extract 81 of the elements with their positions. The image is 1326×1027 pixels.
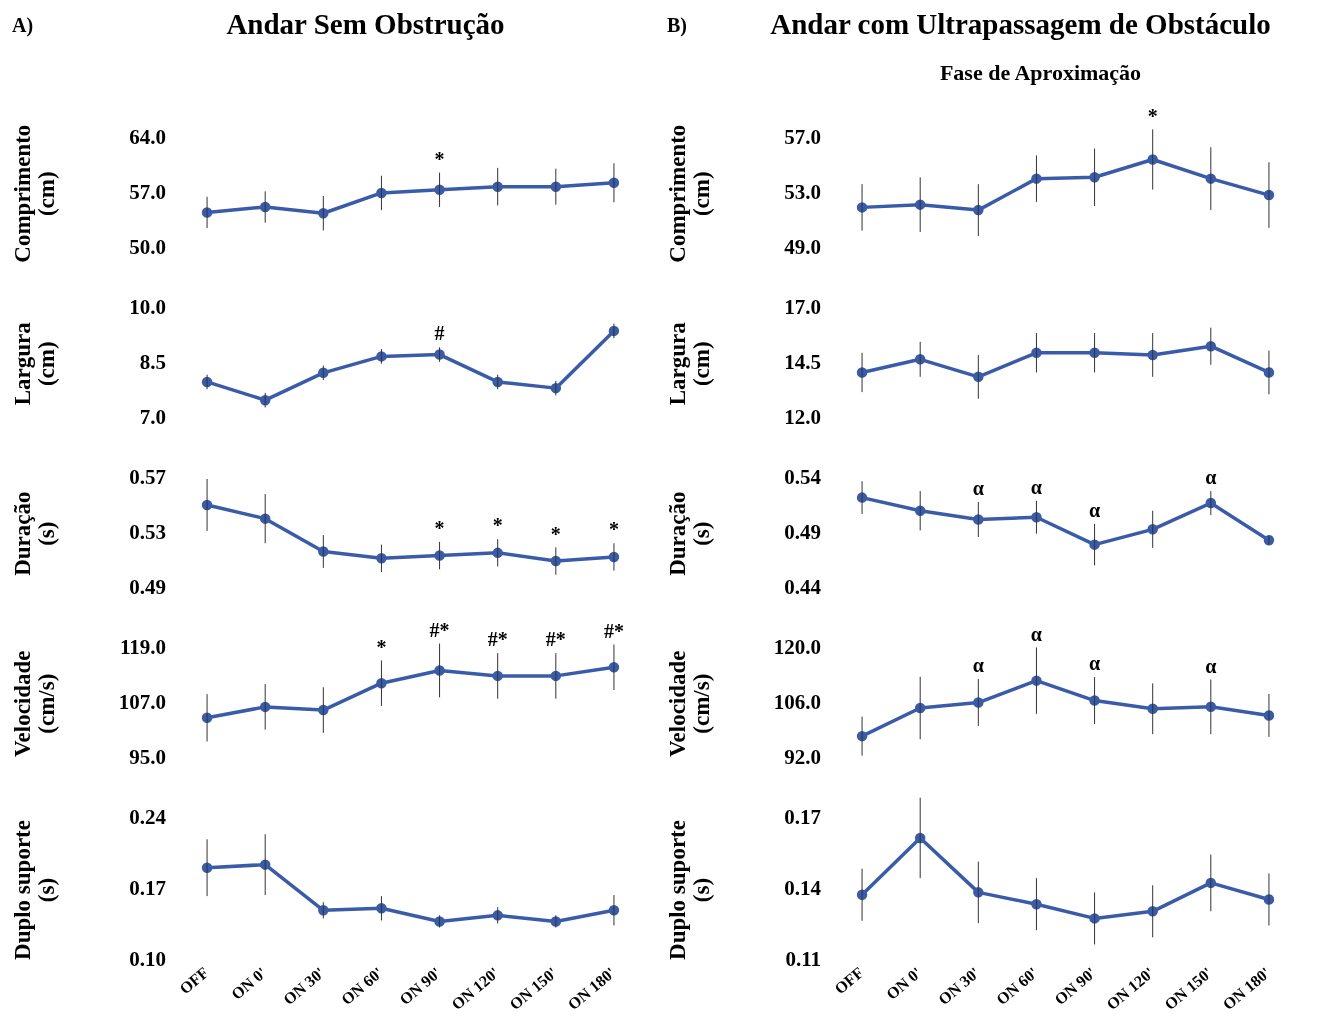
- y-tick-label: 12.0: [784, 404, 821, 429]
- x-tick-label: ON 60': [993, 963, 1042, 1008]
- y-tick-label: 119.0: [119, 635, 166, 660]
- y-tick-label: 7.0: [139, 404, 166, 429]
- y-tick-label: 10.0: [129, 295, 166, 320]
- y-axis-title: Duplo suporte (s): [665, 820, 715, 960]
- x-tick-label: ON 90': [396, 963, 445, 1008]
- annotation: *: [434, 147, 445, 170]
- annotation: α: [972, 477, 984, 500]
- x-tick-label: ON 0': [882, 963, 925, 1003]
- annotation: α: [972, 654, 984, 677]
- annotation: #: [434, 322, 445, 345]
- y-tick-label: 0.44: [784, 574, 822, 599]
- x-tick-label: ON 90': [1051, 963, 1100, 1008]
- chart-title: Andar Sem Obstrução: [225, 8, 506, 41]
- y-tick-label: 50.0: [129, 234, 166, 259]
- y-tick-label: 0.14: [784, 876, 822, 901]
- x-tick-label: ON 0': [227, 963, 270, 1003]
- y-tick-label: 0.10: [129, 947, 166, 972]
- annotation: α: [1205, 654, 1217, 677]
- annotation: #*: [603, 619, 624, 642]
- chart-title: Andar com Ultrapassagem de Obstáculo: [769, 8, 1272, 41]
- y-tick-label: 53.0: [784, 180, 821, 205]
- x-tick-label: OFF: [176, 963, 212, 998]
- y-axis-title: Velocidade (cm/s): [10, 650, 60, 757]
- x-tick-label: ON 150': [506, 963, 561, 1014]
- y-tick-label: 57.0: [129, 180, 166, 205]
- y-tick-label: 0.17: [129, 876, 166, 901]
- y-tick-label: 64.0: [129, 125, 166, 150]
- x-tick-label: ON 30': [934, 963, 983, 1008]
- y-tick-label: 57.0: [784, 125, 821, 150]
- y-axis-title: Largura (cm): [665, 321, 715, 406]
- annotation: #*: [429, 618, 450, 641]
- y-axis-title: Duração (s): [10, 491, 60, 576]
- annotation: #*: [487, 628, 508, 651]
- annotation: *: [434, 517, 445, 540]
- x-tick-label: ON 120': [1103, 963, 1158, 1014]
- text: A): [12, 14, 34, 37]
- x-tick-label: OFF: [831, 963, 867, 998]
- annotation: α: [1030, 622, 1043, 645]
- y-tick-label: 0.49: [129, 574, 166, 599]
- y-axis-title: Comprimento (cm): [10, 124, 60, 263]
- x-tick-label: ON 120': [448, 963, 503, 1014]
- x-tick-label: ON 30': [279, 963, 328, 1008]
- y-tick-label: 0.24: [129, 805, 167, 830]
- y-tick-label: 0.53: [129, 520, 166, 545]
- annotation: *: [550, 522, 561, 545]
- annotation: α: [1205, 466, 1217, 489]
- annotation: α: [1088, 499, 1101, 522]
- y-tick-label: 49.0: [784, 234, 821, 259]
- y-tick-label: 106.0: [773, 690, 821, 715]
- y-tick-label: 0.17: [784, 805, 821, 830]
- y-axis-title: Largura (cm): [10, 321, 60, 406]
- y-axis-title: Velocidade (cm/s): [665, 650, 715, 757]
- y-tick-label: 95.0: [129, 744, 166, 769]
- y-tick-label: 0.11: [785, 947, 821, 972]
- y-tick-label: 0.49: [784, 520, 821, 545]
- annotation: α: [1088, 652, 1101, 675]
- annotation: #*: [545, 628, 566, 651]
- y-tick-label: 120.0: [773, 635, 821, 660]
- y-tick-label: 0.57: [129, 465, 166, 490]
- text: B): [667, 14, 687, 37]
- y-tick-label: 14.5: [784, 350, 821, 375]
- x-tick-label: ON 60': [338, 963, 387, 1008]
- x-tick-label: ON 180': [1219, 963, 1274, 1014]
- annotation: α: [1030, 476, 1043, 499]
- y-axis-title: Duração (s): [665, 491, 715, 576]
- y-tick-label: 8.5: [139, 350, 166, 375]
- y-axis-title: Comprimento (cm): [665, 124, 715, 263]
- x-tick-label: ON 180': [564, 963, 619, 1014]
- y-tick-label: 0.54: [784, 465, 822, 490]
- x-tick-label: ON 150': [1161, 963, 1216, 1014]
- annotation: *: [608, 518, 619, 541]
- chart-subtitle: Fase de Aproximação: [938, 60, 1143, 86]
- annotation: *: [492, 514, 503, 537]
- annotation: *: [376, 635, 387, 658]
- y-tick-label: 107.0: [118, 690, 166, 715]
- y-tick-label: 17.0: [784, 295, 821, 320]
- y-axis-title: Duplo suporte (s): [10, 820, 60, 960]
- y-tick-label: 92.0: [784, 744, 821, 769]
- annotation: *: [1147, 104, 1158, 127]
